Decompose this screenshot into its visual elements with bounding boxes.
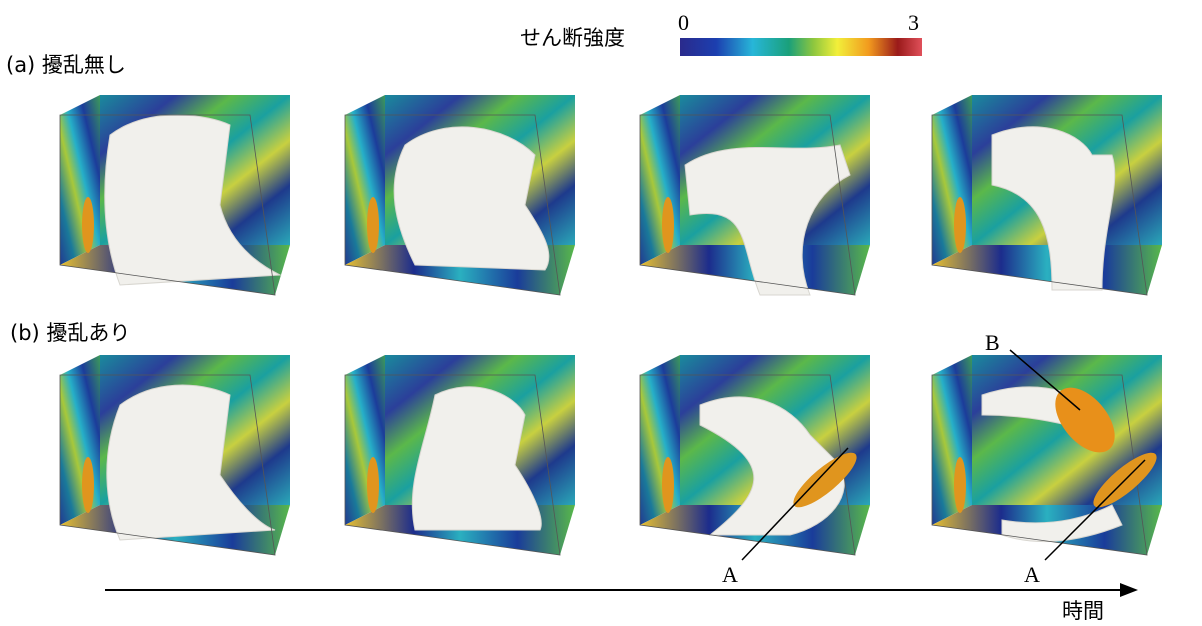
high-shear-region — [954, 197, 966, 253]
high-shear-region — [662, 457, 674, 513]
high-shear-region — [367, 457, 379, 513]
high-shear-region — [82, 197, 94, 253]
side-wall — [60, 355, 100, 525]
colorbar-min: 0 — [678, 10, 689, 35]
colorbar — [680, 38, 922, 56]
annotation: B — [985, 330, 1000, 355]
side-wall — [345, 355, 385, 525]
colorbar-label: せん断強度 — [520, 26, 625, 50]
annotation: A — [1024, 562, 1040, 587]
side-wall — [932, 355, 972, 525]
figure: せん断強度 0 3 (a) 擾乱無し (b) 擾乱あり A A B 時間 — [0, 0, 1202, 626]
annotation: A — [722, 562, 738, 587]
colorbar-max: 3 — [908, 10, 919, 35]
side-wall — [932, 95, 972, 265]
row-label: (b) 擾乱あり — [10, 321, 130, 345]
high-shear-region — [954, 457, 966, 513]
side-wall — [60, 95, 100, 265]
time-label: 時間 — [1062, 599, 1104, 623]
row-label: (a) 擾乱無し — [6, 53, 126, 77]
vortex-surface — [394, 127, 549, 270]
high-shear-region — [82, 457, 94, 513]
arrow-head — [1120, 583, 1138, 597]
side-wall — [640, 95, 680, 265]
high-shear-region — [662, 197, 674, 253]
side-wall — [345, 95, 385, 265]
simulation-panels — [60, 95, 1163, 555]
high-shear-region — [367, 197, 379, 253]
side-wall — [640, 355, 680, 525]
